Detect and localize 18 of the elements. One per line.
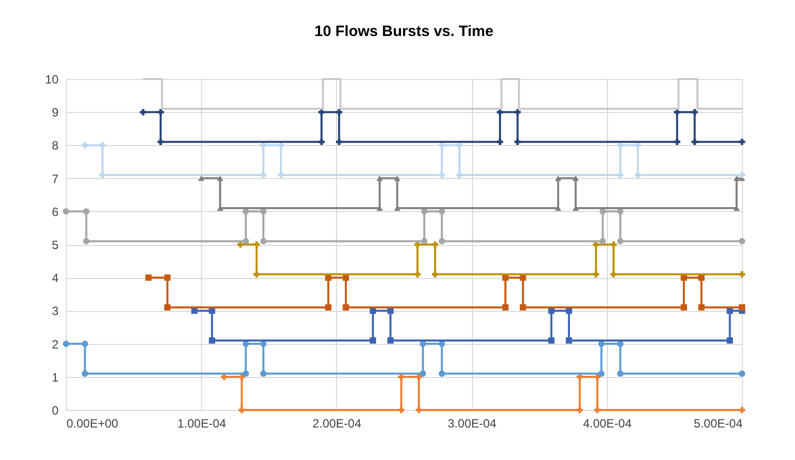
y-tick-label: 4 [52,271,59,286]
y-tick-label: 5 [52,238,59,252]
y-tick-label: 1 [52,370,59,384]
x-tick-label: 5.00E-04 [694,416,743,430]
y-tick-label: 6 [52,204,59,219]
y-tick-label: 10 [45,72,59,86]
y-tick-label: 8 [52,138,59,153]
y-tick-label: 7 [52,172,59,186]
x-tick-label: 2.00E-04 [312,416,362,430]
y-tick-label: 0 [52,404,59,418]
y-tick-label: 9 [52,106,59,120]
chart-title: 10 Flows Bursts vs. Time [314,23,494,40]
x-tick-label: 1.00E-04 [177,416,226,430]
x-tick-label: 3.00E-04 [448,416,497,430]
x-tick-label: 0.00E+00 [66,416,119,430]
y-tick-label: 2 [52,337,59,352]
y-tick-label: 3 [52,304,59,318]
x-tick-label: 4.00E-04 [582,416,632,430]
